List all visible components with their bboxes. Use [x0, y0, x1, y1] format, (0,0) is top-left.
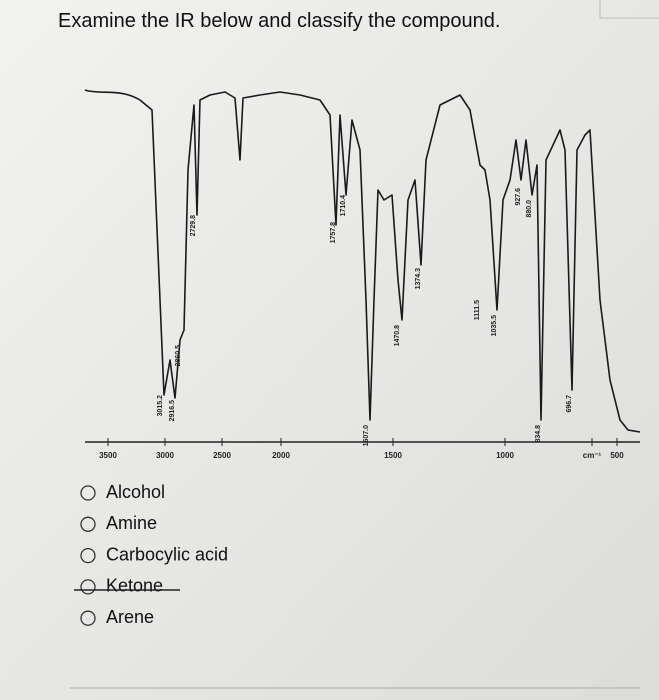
question: Examine the IR below and classify the co… [58, 10, 500, 32]
radio-button[interactable] [80, 579, 96, 595]
axis-label: 3500 [99, 451, 117, 460]
peak-label: 3015.2 [157, 395, 164, 417]
axis-label: 3000 [156, 451, 174, 460]
peak-label: 1710.4 [340, 195, 347, 217]
radio-button[interactable] [80, 485, 96, 501]
axis-label: 500 [610, 451, 624, 460]
peak-label: 880.0 [526, 200, 533, 218]
peak-label: 2860.5 [175, 345, 182, 367]
spectrum-trace [84, 89, 641, 433]
peak-label: 2729.8 [190, 215, 197, 237]
option-label[interactable]: Arene [106, 607, 154, 627]
peak-label: 696.7 [566, 395, 573, 413]
axis-label: 2500 [213, 451, 231, 460]
option-label[interactable]: Amine [106, 513, 157, 533]
axis-label: 1000 [496, 451, 514, 460]
axis-label: 2000 [272, 451, 290, 460]
peak-label: 1470.8 [394, 325, 401, 347]
peak-label: 1607.0 [363, 425, 370, 447]
ir-spectrum: 3500 3000 2500 2000 1500 1000 cm⁻¹ 500 3015.2 29… [84, 89, 641, 460]
peak-label: 1035.5 [491, 315, 498, 337]
peak-label: 834.8 [535, 425, 542, 443]
radio-button[interactable] [80, 547, 96, 564]
radio-button[interactable] [80, 516, 96, 532]
frame-corner [599, 0, 659, 19]
peak-label: 1757.8 [330, 222, 337, 244]
option-label[interactable]: Alcohol [106, 482, 165, 502]
radio-button[interactable] [80, 610, 96, 626]
peak-label: 1374.3 [415, 268, 422, 290]
peak-label: 927.6 [515, 188, 522, 206]
peak-label: 2916.5 [169, 400, 176, 422]
peak-label: 1111.5 [474, 300, 481, 320]
option-label[interactable]: Carbocylic acid [106, 544, 228, 564]
axis-label: cm⁻¹ [583, 451, 602, 460]
option-label[interactable]: Ketone [106, 576, 163, 596]
axis-label: 1500 [384, 451, 402, 460]
